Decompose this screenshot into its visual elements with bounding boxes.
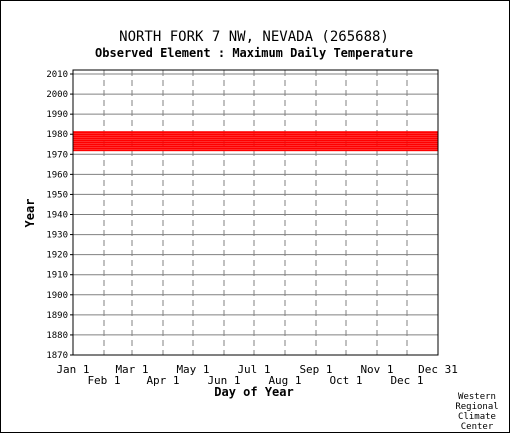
chart-title: NORTH FORK 7 NW, NEVADA (265688) (119, 29, 389, 45)
credit-line: Regional (455, 402, 498, 412)
x-tick-label: Dec 1 (390, 374, 423, 387)
data-row-mark (73, 133, 438, 136)
y-tick-label: 1900 (46, 291, 68, 301)
credit-line: Center (461, 422, 494, 432)
y-tick-labels: 1870 1880 1890 1900 1910 1920 1930 1940 1950 1960… (46, 70, 73, 361)
data-row-mark (73, 143, 438, 146)
x-tick-label: May 1 (176, 363, 209, 376)
y-tick-label: 1870 (46, 351, 68, 361)
x-axis-label: Day of Year (214, 385, 293, 399)
data-row-mark (73, 149, 438, 152)
x-tick-label: Oct 1 (329, 374, 362, 387)
y-tick-label: 1980 (46, 130, 68, 140)
y-tick-label: 1950 (46, 190, 68, 200)
x-tick-label: Apr 1 (146, 374, 179, 387)
y-tick-label: 1990 (46, 110, 68, 120)
y-tick-label: 1890 (46, 311, 68, 321)
x-tick-label: Mar 1 (115, 363, 148, 376)
chart-subtitle: Observed Element : Maximum Daily Tempera… (95, 46, 413, 60)
plot-area-border (72, 69, 439, 356)
credit-line: Climate (458, 412, 496, 422)
x-tick-label: Feb 1 (87, 374, 120, 387)
data-row-mark (73, 147, 438, 150)
x-tick-label: Aug 1 (268, 374, 301, 387)
y-tick-label: 1910 (46, 271, 68, 281)
y-tick-label: 1970 (46, 150, 68, 160)
data-row-mark (73, 145, 438, 148)
data-row-mark (73, 135, 438, 138)
data-row-mark (73, 131, 438, 134)
grid (73, 70, 438, 356)
x-tick-labels: Jan 1 Mar 1 May 1 Jul 1 Sep 1 Nov 1 Dec 31 Feb … (56, 363, 457, 387)
x-tick-label: Jan 1 (56, 363, 89, 376)
x-tick-label: Nov 1 (360, 363, 393, 376)
x-tick-label: Sep 1 (299, 363, 332, 376)
data-layer (73, 131, 438, 152)
data-row-mark (73, 141, 438, 144)
y-tick-label: 2010 (46, 70, 68, 80)
credit-line: Western (458, 392, 496, 402)
x-tick-label: Jun 1 (207, 374, 240, 387)
x-tick-label: Jul 1 (237, 363, 270, 376)
credit-block: Western Regional Climate Center (455, 392, 498, 432)
y-tick-label: 1880 (46, 331, 68, 341)
data-row-mark (73, 139, 438, 142)
x-tick-label: Dec 31 (418, 363, 458, 376)
y-axis-label: Year (23, 199, 37, 228)
y-tick-label: 2000 (46, 90, 68, 100)
y-tick-label: 1960 (46, 170, 68, 180)
y-tick-label: 1930 (46, 231, 68, 241)
y-tick-label: 1940 (46, 211, 68, 221)
data-row-mark (73, 137, 438, 140)
y-tick-label: 1920 (46, 251, 68, 261)
